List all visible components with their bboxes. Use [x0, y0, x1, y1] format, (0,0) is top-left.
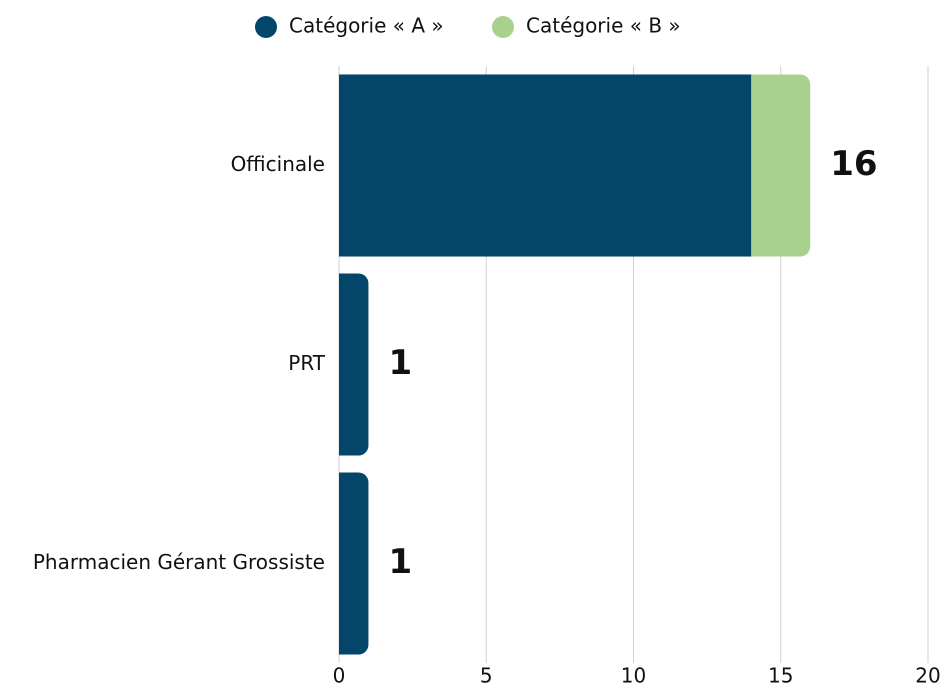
x-tick-label: 0 — [333, 664, 346, 688]
total-label: 1 — [388, 542, 412, 582]
bar — [339, 74, 752, 257]
legend-marker — [492, 16, 514, 38]
legend-label: Catégorie « A » — [289, 14, 444, 38]
total-label: 1 — [388, 343, 412, 383]
bar — [339, 273, 369, 456]
bar — [339, 472, 369, 655]
x-tick-label: 10 — [621, 664, 646, 688]
total-label: 16 — [830, 144, 877, 184]
y-tick-label: PRT — [288, 351, 326, 375]
x-tick-label: 5 — [480, 664, 493, 688]
x-tick-label: 15 — [768, 664, 793, 688]
legend-label: Catégorie « B » — [526, 14, 681, 38]
bar — [751, 74, 811, 257]
y-tick-label: Pharmacien Gérant Grossiste — [33, 550, 325, 574]
x-tick-label: 20 — [915, 664, 940, 688]
legend-marker — [255, 16, 277, 38]
y-tick-label: Officinale — [231, 152, 325, 176]
